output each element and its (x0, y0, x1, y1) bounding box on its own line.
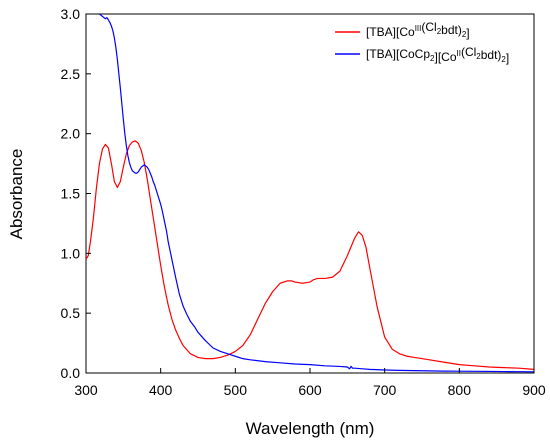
y-tick-label: 1.5 (61, 186, 81, 202)
y-tick-label: 2.5 (61, 66, 81, 82)
y-tick-label: 2.0 (61, 126, 81, 142)
x-tick-label: 400 (149, 382, 173, 398)
series-line-2 (99, 14, 534, 373)
y-tick-label: 0.5 (61, 305, 81, 321)
plot-frame-group (85, 13, 535, 374)
y-tick-label: 0.0 (61, 365, 81, 381)
x-tick-label: 600 (298, 382, 322, 398)
y-tick-label: 1.0 (61, 245, 81, 261)
y-tick-label: 3.0 (61, 6, 81, 22)
x-tick-label: 800 (448, 382, 472, 398)
x-axis-title: Wavelength (nm) (246, 419, 375, 438)
series-group (86, 14, 534, 373)
legend-label-2: [TBA][CoCp2][CoII(Cl2bdt)2] (366, 45, 509, 65)
series-line-1 (86, 140, 534, 371)
ticks-group: 300 400 500 600 700 800 900 0.0 0.5 1.0 1.5 2.0 2.5 3… (61, 6, 546, 398)
x-tick-label: 500 (224, 382, 248, 398)
x-tick-label: 300 (74, 382, 98, 398)
x-tick-label: 700 (373, 382, 397, 398)
x-tick-label: 900 (522, 382, 546, 398)
plot-frame (85, 13, 535, 374)
legend: [TBA][CoIII(Cl2bdt)2] [TBA][CoCp2][CoII(C… (335, 20, 509, 65)
legend-label-1: [TBA][CoIII(Cl2bdt)2] (366, 20, 470, 40)
y-axis-title: Absorbance (7, 149, 26, 240)
